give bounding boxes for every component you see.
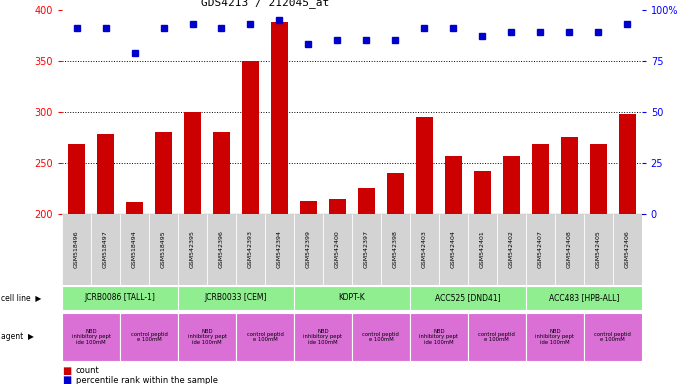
Bar — [468, 313, 526, 361]
Bar — [589, 144, 607, 214]
Bar — [236, 214, 265, 285]
Text: GSM518496: GSM518496 — [74, 231, 79, 268]
Bar — [68, 144, 86, 214]
Bar — [410, 286, 526, 310]
Bar — [531, 144, 549, 214]
Text: GSM542393: GSM542393 — [248, 230, 253, 268]
Text: GSM518495: GSM518495 — [161, 231, 166, 268]
Bar — [270, 22, 288, 214]
Bar — [299, 200, 317, 214]
Text: NBD
inhibitory pept
ide 100mM: NBD inhibitory pept ide 100mM — [188, 329, 226, 345]
Bar — [497, 214, 526, 285]
Bar — [555, 214, 584, 285]
Text: JCRB0033 [CEM]: JCRB0033 [CEM] — [205, 293, 267, 303]
Text: GSM542400: GSM542400 — [335, 230, 340, 268]
Bar — [352, 313, 410, 361]
Bar — [207, 214, 236, 285]
Bar — [265, 214, 294, 285]
Text: NBD
inhibitory pept
ide 100mM: NBD inhibitory pept ide 100mM — [304, 329, 342, 345]
Text: control peptid
e 100mM: control peptid e 100mM — [478, 331, 515, 343]
Bar — [241, 61, 259, 214]
Text: ACC525 [DND41]: ACC525 [DND41] — [435, 293, 501, 303]
Text: GSM542398: GSM542398 — [393, 230, 398, 268]
Bar — [62, 286, 178, 310]
Text: GSM542406: GSM542406 — [624, 230, 630, 268]
Text: ACC483 [HPB-ALL]: ACC483 [HPB-ALL] — [549, 293, 619, 303]
Bar — [386, 173, 404, 214]
Text: percentile rank within the sample: percentile rank within the sample — [76, 376, 218, 384]
Bar — [62, 313, 120, 361]
Text: control peptid
e 100mM: control peptid e 100mM — [362, 331, 400, 343]
Text: GSM542399: GSM542399 — [306, 230, 311, 268]
Bar — [236, 313, 294, 361]
Text: GSM542402: GSM542402 — [509, 230, 514, 268]
Bar — [560, 137, 578, 214]
Text: KOPT-K: KOPT-K — [339, 293, 365, 303]
Bar — [294, 286, 410, 310]
Bar — [323, 214, 352, 285]
Text: GDS4213 / 212045_at: GDS4213 / 212045_at — [201, 0, 329, 8]
Bar — [502, 156, 520, 214]
Text: GSM542394: GSM542394 — [277, 230, 282, 268]
Bar — [178, 286, 294, 310]
Bar — [381, 214, 410, 285]
Text: cell line  ▶: cell line ▶ — [1, 293, 41, 303]
Bar — [120, 313, 178, 361]
Bar — [415, 117, 433, 214]
Bar — [526, 313, 584, 361]
Text: GSM542405: GSM542405 — [595, 230, 601, 268]
Text: agent  ▶: agent ▶ — [1, 333, 34, 341]
Bar — [62, 214, 91, 285]
Bar — [618, 114, 636, 214]
Bar — [91, 214, 120, 285]
Bar — [97, 134, 115, 214]
Bar — [473, 171, 491, 214]
Text: control peptid
e 100mM: control peptid e 100mM — [594, 331, 631, 343]
Text: ■: ■ — [62, 375, 71, 384]
Bar — [584, 214, 613, 285]
Text: GSM518497: GSM518497 — [103, 230, 108, 268]
Bar — [178, 214, 207, 285]
Bar — [352, 214, 381, 285]
Bar — [468, 214, 497, 285]
Bar — [213, 132, 230, 214]
Bar — [294, 313, 352, 361]
Text: GSM542395: GSM542395 — [190, 230, 195, 268]
Text: GSM542403: GSM542403 — [422, 230, 427, 268]
Text: GSM518494: GSM518494 — [132, 230, 137, 268]
Bar — [444, 156, 462, 214]
Bar — [526, 286, 642, 310]
Text: GSM542407: GSM542407 — [538, 230, 543, 268]
Text: count: count — [76, 366, 99, 375]
Bar — [149, 214, 178, 285]
Bar — [155, 132, 172, 214]
Text: NBD
inhibitory pept
ide 100mM: NBD inhibitory pept ide 100mM — [535, 329, 574, 345]
Text: control peptid
e 100mM: control peptid e 100mM — [246, 331, 284, 343]
Text: GSM542397: GSM542397 — [364, 230, 369, 268]
Text: GSM542408: GSM542408 — [566, 230, 572, 268]
Bar — [178, 313, 236, 361]
Text: JCRB0086 [TALL-1]: JCRB0086 [TALL-1] — [85, 293, 155, 303]
Bar — [120, 214, 149, 285]
Bar — [357, 189, 375, 214]
Bar — [410, 313, 468, 361]
Text: control peptid
e 100mM: control peptid e 100mM — [130, 331, 168, 343]
Bar — [526, 214, 555, 285]
Text: GSM542396: GSM542396 — [219, 230, 224, 268]
Bar — [410, 214, 439, 285]
Bar — [126, 202, 144, 214]
Text: NBD
inhibitory pept
ide 100mM: NBD inhibitory pept ide 100mM — [420, 329, 458, 345]
Bar — [613, 214, 642, 285]
Bar — [294, 214, 323, 285]
Text: GSM542404: GSM542404 — [451, 230, 456, 268]
Text: ■: ■ — [62, 366, 71, 376]
Text: GSM542401: GSM542401 — [480, 230, 485, 268]
Bar — [439, 214, 468, 285]
Text: NBD
inhibitory pept
ide 100mM: NBD inhibitory pept ide 100mM — [72, 329, 110, 345]
Bar — [184, 112, 201, 214]
Bar — [328, 199, 346, 214]
Bar — [584, 313, 642, 361]
